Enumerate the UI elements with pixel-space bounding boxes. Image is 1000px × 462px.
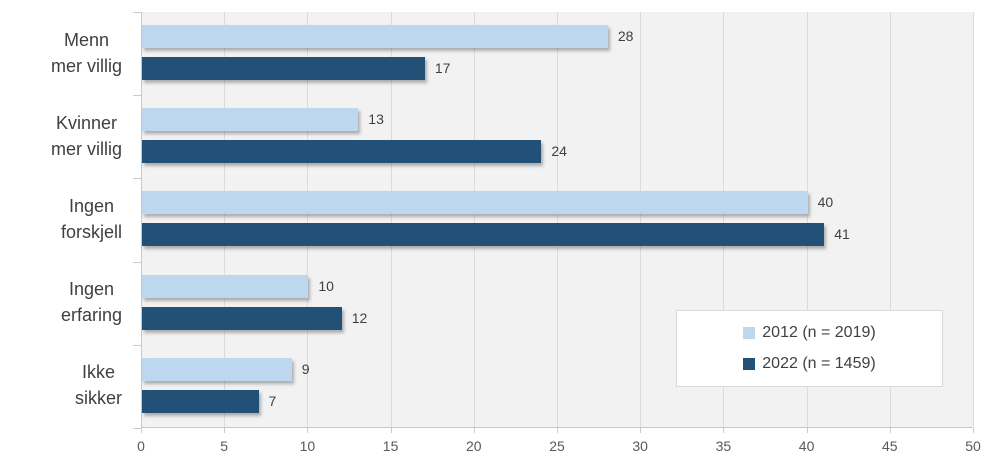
bar-2012-1 <box>142 25 608 48</box>
x-axis-label: 30 <box>632 438 648 454</box>
legend-marker-swatch <box>743 358 756 370</box>
y-axis-tick <box>133 344 141 346</box>
category-label: Ikke sikker <box>74 362 122 409</box>
legend-item: 2012 (n = 2019) <box>743 324 876 342</box>
x-axis-tick <box>723 428 725 433</box>
x-axis-label: 5 <box>220 438 229 454</box>
y-axis-tick <box>133 428 141 429</box>
gridline <box>806 12 808 427</box>
x-axis-tick <box>973 428 974 433</box>
gridline <box>307 12 309 427</box>
x-axis-label: 40 <box>798 438 815 454</box>
bar-2022-5 <box>142 389 259 413</box>
x-axis-tick <box>224 428 226 433</box>
x-axis-tick <box>640 428 642 433</box>
bar-2022-4 <box>142 306 342 330</box>
x-axis-label: 15 <box>382 438 399 454</box>
gridline <box>473 12 475 427</box>
bar-2022-1 <box>142 57 425 80</box>
x-axis-label: 0 <box>137 438 145 454</box>
bar-value-label: 12 <box>351 309 368 326</box>
x-axis-tick <box>473 428 475 433</box>
bar-value-label: 7 <box>268 392 277 409</box>
bar-value-label: 13 <box>368 111 384 128</box>
legend-marker-swatch <box>743 327 756 339</box>
bar-value-label: 24 <box>551 143 567 160</box>
gridline <box>889 12 891 427</box>
bar-2012-2 <box>142 108 359 132</box>
gridline <box>557 12 558 427</box>
legend: 2012 (n = 2019) 2022 (n = 1459) <box>676 310 943 387</box>
x-axis-tick <box>141 428 142 433</box>
x-axis-label: 20 <box>466 438 482 454</box>
legend-series-label: 2022 (n = 1459) <box>762 355 876 372</box>
x-axis-label: 50 <box>965 438 981 454</box>
y-axis-tick <box>133 95 141 97</box>
x-axis-tick <box>889 428 891 433</box>
bar-value-label: 28 <box>617 28 634 44</box>
gridline <box>973 12 974 427</box>
legend-series-label: 2012 (n = 2019) <box>762 324 876 341</box>
bar-2012-4 <box>142 274 309 298</box>
x-axis-tick <box>806 428 808 433</box>
category-label: Ingen erfaring <box>60 279 122 326</box>
category-label: Ingen forskjell <box>60 196 122 242</box>
x-axis-label: 10 <box>299 438 316 454</box>
x-axis-label: 45 <box>882 438 898 454</box>
bar-value-label: 17 <box>434 60 451 76</box>
gridline <box>224 12 226 427</box>
x-axis-label: 25 <box>549 438 565 454</box>
y-axis-tick <box>133 261 141 263</box>
y-axis-tick <box>133 178 141 180</box>
bar-value-label: 40 <box>817 194 834 211</box>
x-axis-tick <box>307 428 309 433</box>
x-axis-label: 35 <box>715 438 732 454</box>
bar-value-label: 9 <box>301 360 310 377</box>
bar-2012-3 <box>142 191 808 215</box>
category-label: Kvinner mer villig <box>50 112 122 159</box>
x-axis-tick <box>557 428 558 433</box>
bar-2022-2 <box>142 140 542 164</box>
y-axis-tick <box>133 12 141 13</box>
x-axis-tick <box>390 428 392 433</box>
gridline <box>390 12 392 427</box>
gridline <box>723 12 725 427</box>
bar-value-label: 10 <box>318 277 334 294</box>
plot-area: 28 13 40 10 9 17 24 41 12 7 <box>141 12 974 428</box>
bar-2022-3 <box>142 223 825 247</box>
bar-2012-5 <box>142 357 292 381</box>
bar-value-label: 41 <box>834 226 850 243</box>
category-label: Menn mer villig <box>50 29 122 76</box>
gridline <box>640 12 642 427</box>
legend-item: 2022 (n = 1459) <box>743 355 876 373</box>
